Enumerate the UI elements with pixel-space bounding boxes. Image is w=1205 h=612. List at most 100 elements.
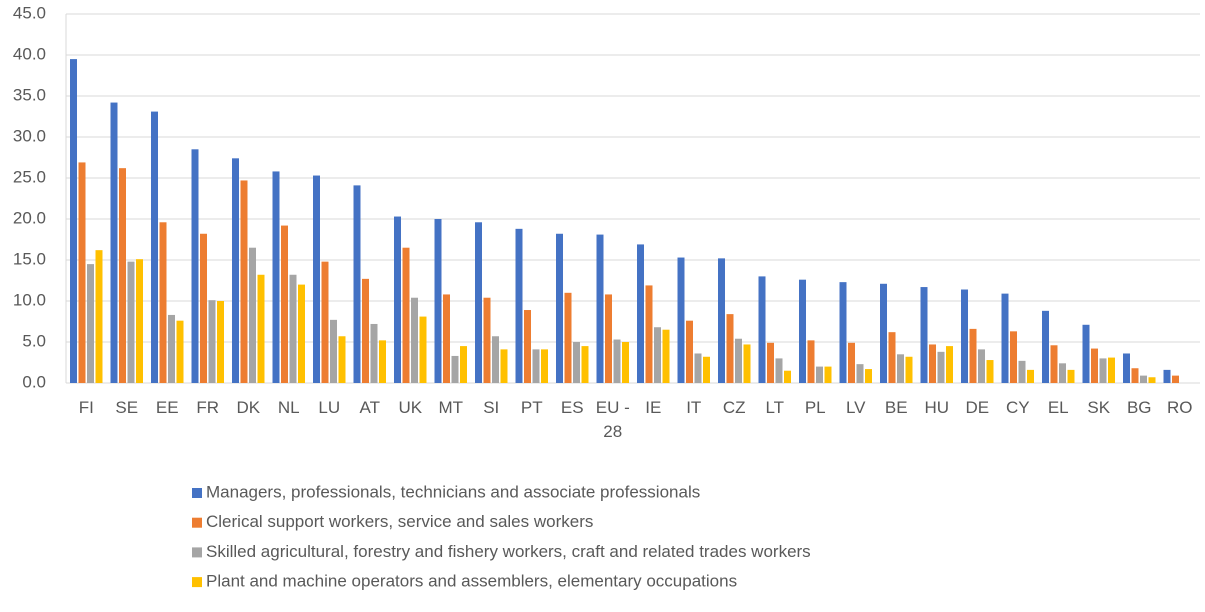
bar bbox=[784, 370, 791, 383]
bar bbox=[1001, 293, 1009, 383]
bar bbox=[492, 336, 499, 383]
legend-label: Managers, professionals, technicians and… bbox=[206, 482, 700, 501]
bar bbox=[807, 340, 815, 383]
x-tick-label: EL bbox=[1047, 398, 1069, 417]
x-tick-label: CY bbox=[1005, 398, 1030, 417]
bar bbox=[460, 346, 467, 383]
bar bbox=[799, 279, 806, 383]
bar bbox=[411, 297, 418, 383]
bar bbox=[735, 338, 742, 383]
x-tick-label: IE bbox=[645, 398, 662, 417]
x-tick-label: HU bbox=[924, 398, 950, 417]
bar bbox=[208, 300, 216, 383]
bar bbox=[573, 342, 580, 383]
bar bbox=[289, 274, 297, 383]
x-tick-label: MT bbox=[438, 398, 464, 417]
bar bbox=[87, 264, 94, 383]
y-tick-label: 0.0 bbox=[22, 372, 46, 391]
bar bbox=[379, 340, 386, 383]
y-tick-label: 30.0 bbox=[13, 126, 46, 145]
bar bbox=[541, 349, 548, 383]
bar bbox=[451, 355, 459, 383]
bar bbox=[703, 356, 710, 383]
bar bbox=[986, 360, 994, 383]
bar bbox=[78, 162, 86, 383]
bar bbox=[686, 320, 693, 383]
x-tick-label: EE bbox=[155, 398, 179, 417]
bar bbox=[330, 319, 337, 383]
y-tick-label: 35.0 bbox=[13, 85, 46, 104]
bar bbox=[70, 59, 77, 383]
bar bbox=[1099, 358, 1107, 383]
bar bbox=[434, 219, 442, 383]
bar bbox=[905, 356, 913, 383]
x-tick-label: NL bbox=[277, 398, 300, 417]
bar bbox=[119, 168, 126, 383]
x-tick-label: SI bbox=[483, 398, 500, 417]
x-tick-label: LV bbox=[845, 398, 866, 417]
bar bbox=[848, 342, 855, 383]
x-tick-label: UK bbox=[398, 398, 423, 417]
bar bbox=[1042, 310, 1049, 383]
bar bbox=[515, 228, 523, 383]
bar bbox=[622, 342, 629, 383]
bar bbox=[824, 366, 832, 383]
bar bbox=[856, 364, 864, 383]
bar bbox=[475, 222, 482, 383]
x-tick-label: FR bbox=[196, 398, 220, 417]
x-tick-label: DE bbox=[965, 398, 990, 417]
bar bbox=[645, 285, 653, 383]
bar bbox=[969, 328, 977, 383]
bar bbox=[1172, 375, 1179, 383]
bar bbox=[1123, 353, 1130, 383]
bar bbox=[110, 102, 118, 383]
y-tick-label: 45.0 bbox=[13, 3, 46, 22]
bar bbox=[1082, 324, 1090, 383]
x-tick-label: BE bbox=[884, 398, 908, 417]
bar bbox=[767, 342, 774, 383]
bar bbox=[743, 344, 751, 383]
legend-label: Skilled agricultural, forestry and fishe… bbox=[206, 542, 811, 561]
bar bbox=[500, 349, 508, 383]
bar bbox=[929, 344, 936, 383]
x-tick-label: FI bbox=[78, 398, 94, 417]
x-tick-label: PL bbox=[804, 398, 826, 417]
x-tick-label: RO bbox=[1167, 398, 1193, 417]
y-tick-label: 5.0 bbox=[22, 331, 46, 350]
bar bbox=[353, 185, 361, 383]
bar bbox=[1140, 375, 1147, 383]
bar bbox=[370, 323, 378, 383]
bar bbox=[897, 354, 904, 383]
bar bbox=[613, 339, 621, 383]
x-tick-label: SK bbox=[1087, 398, 1111, 417]
bar bbox=[272, 171, 280, 383]
bar bbox=[532, 349, 540, 383]
bar bbox=[677, 257, 685, 383]
legend-swatch bbox=[192, 577, 202, 588]
bar bbox=[694, 353, 702, 383]
bar bbox=[937, 351, 945, 383]
bar bbox=[338, 336, 346, 383]
bar bbox=[920, 287, 928, 383]
bar bbox=[718, 258, 725, 383]
bar bbox=[1027, 369, 1034, 383]
bar bbox=[232, 158, 239, 383]
bar bbox=[865, 369, 872, 383]
bar bbox=[281, 225, 288, 383]
bar bbox=[1148, 377, 1156, 383]
x-tick-label: CZ bbox=[722, 398, 746, 417]
bar bbox=[662, 329, 670, 383]
bar bbox=[191, 149, 199, 383]
bar bbox=[605, 294, 612, 383]
bar bbox=[1050, 345, 1058, 383]
y-tick-label: 20.0 bbox=[13, 208, 46, 227]
bar bbox=[402, 247, 410, 383]
legend-swatch bbox=[192, 517, 202, 528]
x-tick-label: EU - 28 bbox=[595, 398, 630, 441]
bar bbox=[362, 278, 369, 383]
x-tick-label: LT bbox=[765, 398, 785, 417]
x-tick-label: AT bbox=[359, 398, 380, 417]
bar bbox=[483, 297, 491, 383]
legend-label: Clerical support workers, service and sa… bbox=[206, 512, 593, 531]
